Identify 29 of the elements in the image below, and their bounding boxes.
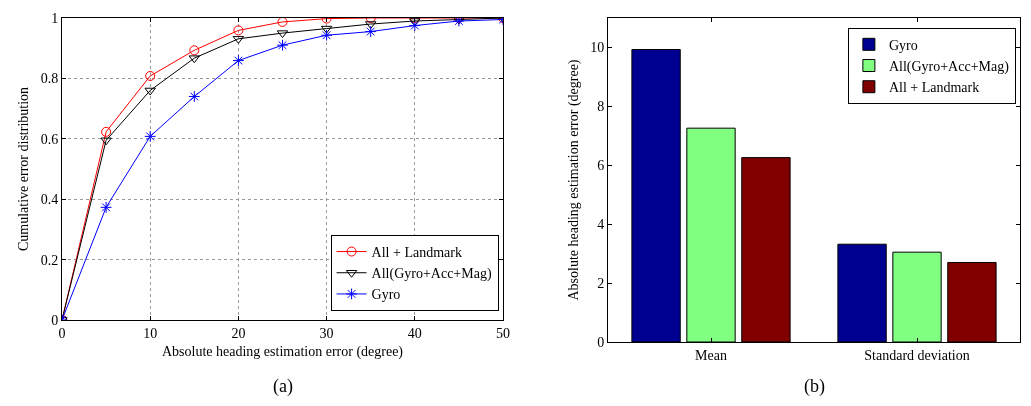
y-axis-title: Absolute heading estimation error (degree) [565, 59, 582, 301]
x-tick-label: 50 [496, 325, 510, 341]
y-tick-label: 0.8 [40, 71, 59, 87]
y-tick-label: 1 [51, 10, 59, 26]
x-tick-label: Standard deviation [864, 347, 970, 363]
legend-label: All(Gyro+Acc+Mag) [371, 266, 492, 283]
legend-label: All(Gyro+Acc+Mag) [888, 58, 1010, 75]
y-tick-label: 10 [590, 40, 605, 56]
y-tick-label: 6 [597, 158, 605, 174]
x-tick-label: 40 [407, 325, 422, 341]
x-tick-label: 30 [319, 325, 334, 341]
x-tick-label: 10 [143, 325, 158, 341]
y-tick-label: 0.4 [40, 192, 59, 208]
y-tick-label: 0 [51, 312, 59, 328]
text: (b) [804, 376, 825, 397]
y-tick-label: 0.2 [40, 252, 59, 268]
y-tick-label: 8 [597, 99, 605, 115]
text: (a) [273, 376, 293, 397]
x-tick-label: 20 [231, 325, 246, 341]
x-axis-title: Absolute heading estimation error (degree) [161, 344, 404, 361]
legend-label: All + Landmark [371, 245, 462, 260]
x-tick-label: Mean [695, 347, 727, 363]
y-tick-label: 0.6 [40, 131, 59, 147]
legend-label: Gyro [888, 37, 918, 53]
y-tick-label: 4 [597, 217, 605, 233]
y-axis-title: Cumulative error distribution [16, 86, 32, 252]
y-tick-label: 2 [597, 275, 605, 291]
legend-label: Gyro [371, 287, 401, 303]
legend-label: All + Landmark [888, 80, 980, 96]
